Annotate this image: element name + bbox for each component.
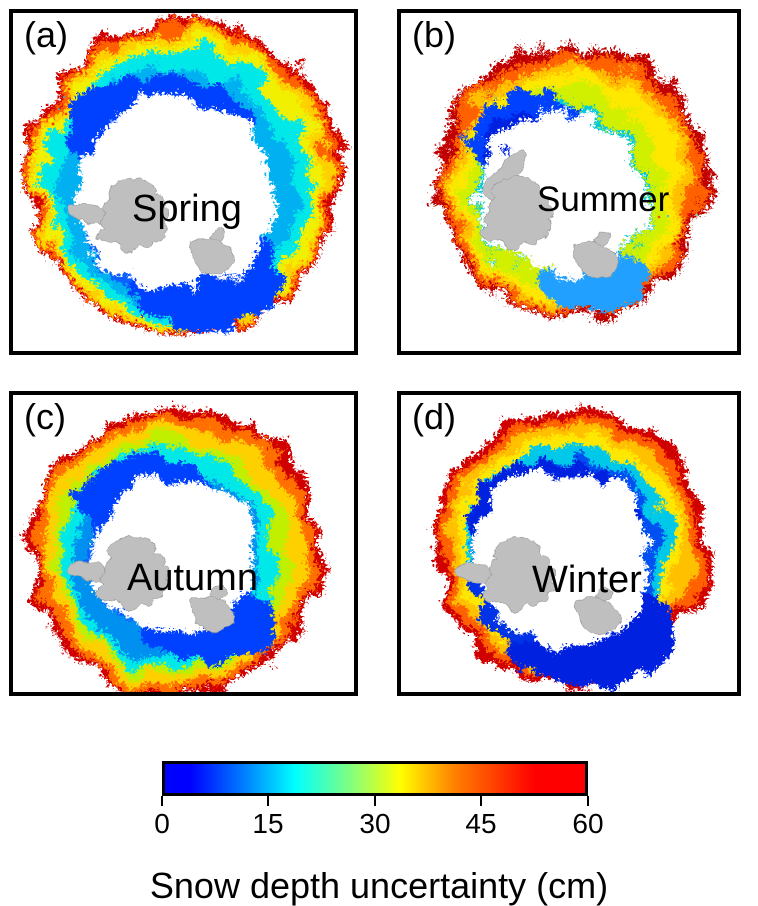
svg-text:30: 30: [359, 808, 390, 839]
svg-text:60: 60: [572, 808, 603, 839]
svg-text:15: 15: [252, 808, 283, 839]
svg-text:45: 45: [465, 808, 496, 839]
svg-text:0: 0: [154, 808, 170, 839]
